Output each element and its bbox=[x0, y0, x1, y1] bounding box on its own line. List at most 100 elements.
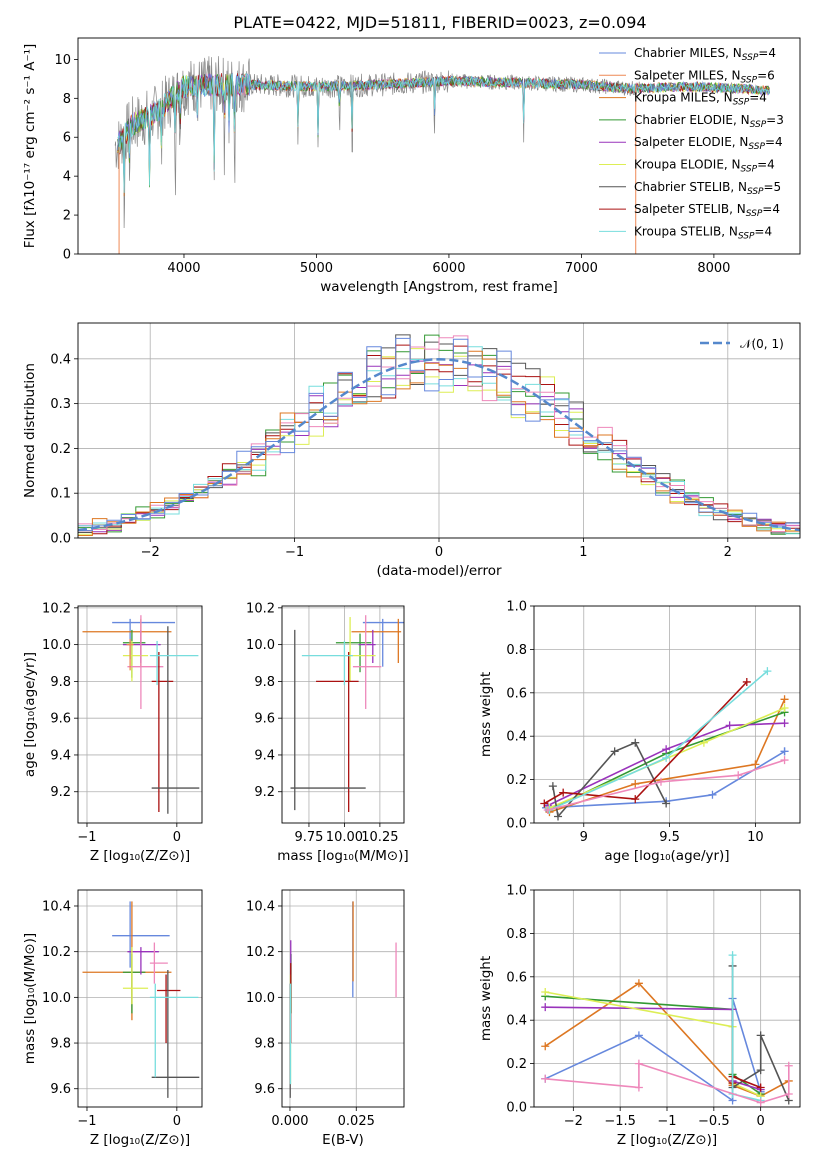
y-tick-label: 10.0 bbox=[246, 638, 275, 653]
x-tick-label: −0.5 bbox=[698, 1114, 730, 1129]
legend-entry: Salpeter MILES, NSSP=6 bbox=[634, 68, 775, 85]
weight-series bbox=[547, 722, 785, 807]
x-tick-label: 0.000 bbox=[271, 1114, 308, 1129]
y-tick-label: 9.4 bbox=[254, 748, 275, 763]
weight-series bbox=[545, 1062, 790, 1104]
y-tick-label: 10 bbox=[54, 53, 71, 68]
y-axis-label: mass [log₁₀(M/M⊙)] bbox=[22, 933, 38, 1064]
x-tick-label: −2 bbox=[141, 545, 160, 560]
weight-marker bbox=[554, 812, 563, 821]
y-tick-label: 9.8 bbox=[50, 675, 71, 690]
legend-entry: Salpeter ELODIE, NSSP=4 bbox=[634, 135, 783, 152]
y-tick-label: 0.4 bbox=[50, 352, 71, 367]
axes-frame bbox=[281, 605, 405, 824]
histogram-series bbox=[78, 350, 800, 536]
x-tick-label: 8000 bbox=[697, 261, 730, 276]
y-tick-label: 2 bbox=[63, 209, 71, 224]
legend-entry: Kroupa MILES, NSSP=4 bbox=[634, 91, 767, 108]
weight-marker bbox=[631, 779, 640, 788]
weight-marker bbox=[742, 677, 751, 686]
y-tick-label: 10.2 bbox=[246, 601, 275, 616]
gridlines bbox=[78, 606, 202, 823]
y-tick-label: 0.8 bbox=[506, 643, 527, 658]
y-tick-label: 9.6 bbox=[50, 712, 71, 727]
weight-marker bbox=[634, 1083, 643, 1092]
y-tick-label: 6 bbox=[63, 131, 71, 146]
y-tick-label: 0.0 bbox=[506, 1101, 527, 1116]
y-tick-label: 10.0 bbox=[42, 638, 71, 653]
x-tick-label: −1 bbox=[77, 1114, 96, 1129]
x-tick-label: 10 bbox=[747, 830, 764, 845]
weight-marker bbox=[559, 788, 568, 797]
mass-vs-metallicity-panel: −1 0 9.6 9.8 10.0 10.2 10.4 Z [log₁₀(Z/Z⊙)] mass… bbox=[22, 889, 203, 1148]
weight-marker bbox=[756, 1098, 765, 1107]
x-tick-label: −1.5 bbox=[604, 1114, 636, 1129]
data-layer bbox=[534, 890, 800, 1107]
axes-frame bbox=[77, 322, 801, 539]
data-layer bbox=[282, 890, 404, 1107]
weight-marker bbox=[784, 1061, 793, 1070]
figure-title: PLATE=0422, MJD=51811, FIBERID=0023, z=0… bbox=[233, 13, 646, 32]
y-tick-label: 10.2 bbox=[246, 945, 275, 960]
spectrum-legend: Chabrier MILES, NSSP=4 Salpeter MILES, NS… bbox=[599, 46, 784, 241]
y-tick-label: 9.8 bbox=[254, 675, 275, 690]
histogram-legend: 𝒩(0, 1) bbox=[700, 337, 784, 351]
model-spectrum bbox=[117, 72, 770, 193]
axes-frame bbox=[533, 605, 801, 824]
x-tick-label: 5000 bbox=[300, 261, 333, 276]
y-tick-label: 10.2 bbox=[42, 945, 71, 960]
x-axis-label: mass [log₁₀(M/M⊙)] bbox=[277, 848, 408, 864]
y-axis-label: Normed distribution bbox=[22, 363, 38, 498]
data-layer bbox=[282, 606, 404, 823]
weight-marker bbox=[756, 1083, 765, 1092]
weight-marker bbox=[541, 987, 550, 996]
mass-vs-ebv-panel: 0.000 0.025 9.6 9.8 10.0 10.2 10.4 E(B-V) bbox=[246, 889, 405, 1148]
x-tick-label: 2 bbox=[724, 545, 732, 560]
y-tick-label: 10.0 bbox=[42, 991, 71, 1006]
gridlines bbox=[78, 890, 202, 1107]
x-axis-label: age [log₁₀(age/yr)] bbox=[604, 848, 729, 864]
y-tick-label: 9.8 bbox=[50, 1037, 71, 1052]
y-axis-label: Flux [fλ10⁻¹⁷ erg cm⁻² s⁻¹ A⁻¹] bbox=[22, 44, 38, 249]
y-axis-label: age [log₁₀(age/yr)] bbox=[22, 652, 38, 777]
y-tick-label: 9.6 bbox=[254, 712, 275, 727]
y-tick-label: 9.6 bbox=[254, 1082, 275, 1097]
weight-marker bbox=[548, 782, 557, 791]
y-tick-label: 9.4 bbox=[50, 748, 71, 763]
gridlines bbox=[78, 323, 800, 538]
legend-entry: 𝒩(0, 1) bbox=[740, 337, 784, 351]
y-tick-label: 9.2 bbox=[50, 785, 71, 800]
legend-entry: Kroupa STELIB, NSSP=4 bbox=[634, 224, 772, 241]
x-tick-label: 9.75 bbox=[294, 830, 323, 845]
x-tick-label: 0 bbox=[435, 545, 443, 560]
weight-marker bbox=[780, 747, 789, 756]
weight-marker bbox=[634, 1031, 643, 1040]
y-tick-label: 0 bbox=[63, 248, 71, 263]
x-tick-label: 9.5 bbox=[659, 830, 680, 845]
axes-frame bbox=[281, 889, 405, 1108]
y-tick-label: 9.6 bbox=[50, 1082, 71, 1097]
weight-marker bbox=[631, 795, 640, 804]
weight-marker bbox=[541, 1042, 550, 1051]
axes-frame bbox=[77, 37, 801, 255]
gridlines bbox=[282, 606, 404, 823]
y-tick-label: 9.2 bbox=[254, 785, 275, 800]
weight-marker bbox=[780, 703, 789, 712]
y-tick-label: 0.2 bbox=[50, 442, 71, 457]
y-tick-label: 0.8 bbox=[506, 927, 527, 942]
y-tick-label: 0.6 bbox=[506, 970, 527, 985]
weight-marker bbox=[734, 771, 743, 780]
gridlines bbox=[282, 890, 404, 1107]
weight-marker bbox=[541, 1074, 550, 1083]
x-tick-label: 0 bbox=[173, 830, 181, 845]
x-tick-label: −2 bbox=[564, 1114, 583, 1129]
weight-marker bbox=[662, 745, 671, 754]
weight-marker bbox=[756, 1066, 765, 1075]
y-tick-label: 10.4 bbox=[246, 899, 275, 914]
weight-marker bbox=[751, 760, 760, 769]
x-tick-label: 0.025 bbox=[338, 1114, 375, 1129]
x-tick-label: 6000 bbox=[432, 261, 465, 276]
weight-series bbox=[545, 1006, 761, 1091]
weight-marker bbox=[784, 1089, 793, 1098]
